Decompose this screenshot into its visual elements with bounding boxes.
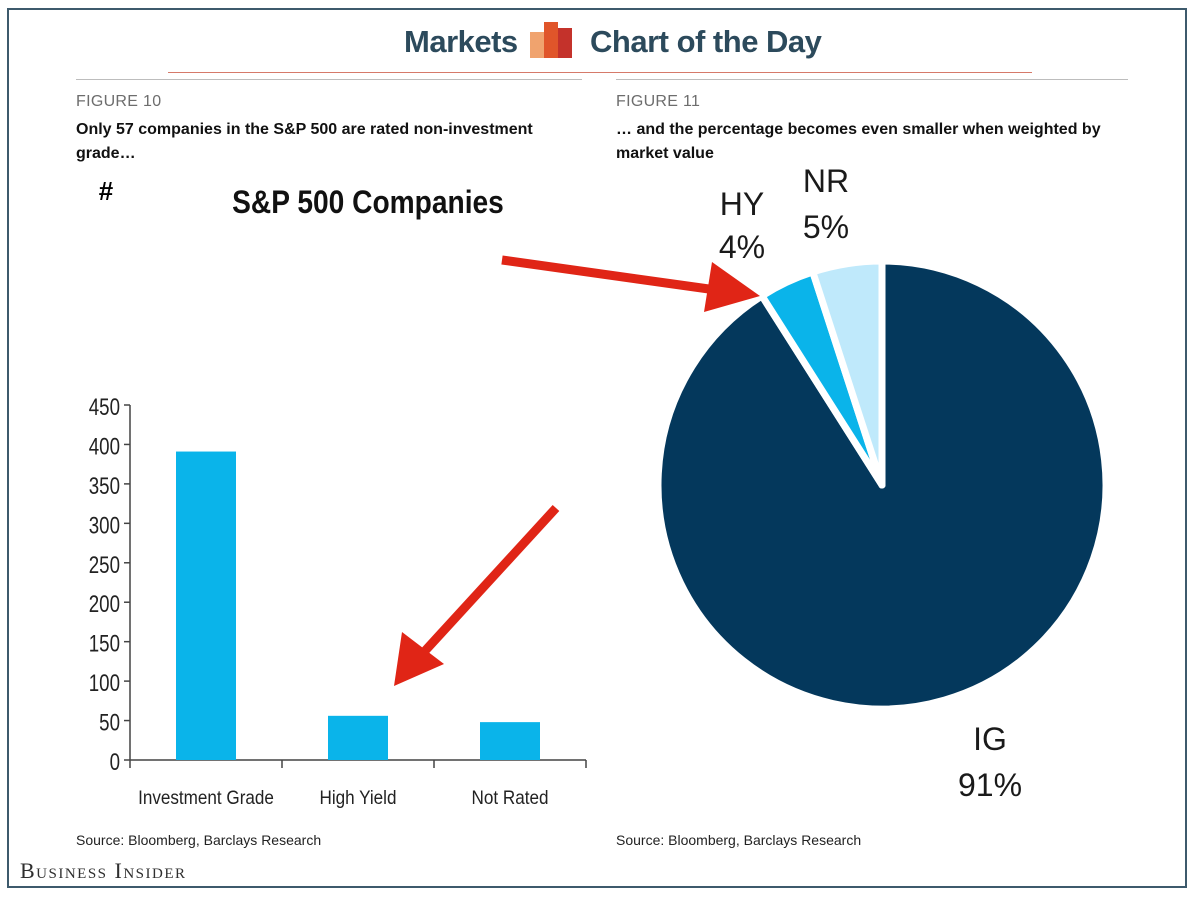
pie-chart: IG 91% HY 4% NR 5% [654,163,1110,803]
x-tick-label-high-yield: High Yield [320,787,397,808]
y-tick-label: 0 [110,749,120,776]
pie-label-hy: HY [720,186,764,222]
y-tick-label: 150 [89,630,120,657]
chart-frame [7,8,1187,888]
pie-slice-ig [654,257,1110,713]
y-tick-label: 250 [89,552,120,579]
pie-label-nr: NR [803,163,849,199]
y-tick-label: 350 [89,473,120,500]
x-tick-label-not-rated: Not Rated [472,787,549,808]
bar-high-yield [328,715,388,760]
bar-chart-title: S&P 500 Companies [232,185,504,220]
figure11-source: Source: Bloomberg, Barclays Research [616,832,862,848]
y-tick-label: 400 [89,433,120,460]
y-tick-label: 100 [89,670,120,697]
y-tick-label: 300 [89,512,120,539]
bar-investment-grade [176,451,236,760]
pie-pct-ig: 91% [958,767,1022,803]
figure11-rule [616,79,1128,80]
header-divider [168,72,1032,73]
markets-logo-icon [530,22,572,58]
figure10-title: Only 57 companies in the S&P 500 are rat… [76,121,533,162]
y-tick-label: 450 [89,394,120,421]
figure10-label: FIGURE 10 [76,93,162,110]
header-markets: Markets [404,24,518,59]
pie-pct-hy: 4% [719,229,765,265]
figure11-label: FIGURE 11 [616,93,701,110]
figure10-source: Source: Bloomberg, Barclays Research [76,832,322,848]
bar-chart: # S&P 500 Companies 0 50 100 150 200 250 300 350 4… [89,176,587,808]
pie-pct-nr: 5% [803,209,849,245]
bar-not-rated [480,722,540,760]
business-insider-logo: Business Insider [20,858,187,883]
y-tick-label: 200 [89,591,120,618]
figure11-title: … and the percentage becomes even smalle… [616,121,1101,162]
figure10-rule [76,79,582,80]
pie-label-ig: IG [973,721,1007,757]
x-tick-label-investment-grade: Investment Grade [138,787,274,808]
y-axis-label: # [99,176,114,206]
header-chart-of-the-day: Chart of the Day [590,24,822,59]
pie-slice-nr [809,257,886,489]
y-tick-label: 50 [99,709,120,736]
